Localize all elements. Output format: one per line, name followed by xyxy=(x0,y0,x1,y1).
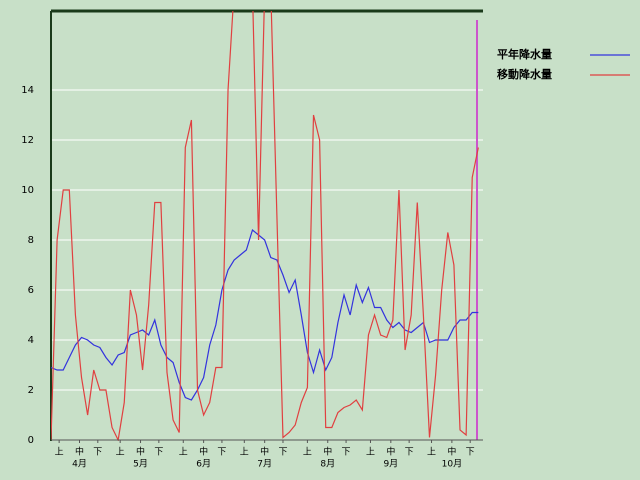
series-line xyxy=(51,228,479,401)
y-tick-label: 14 xyxy=(21,85,34,96)
series-line xyxy=(51,11,479,441)
x-tick-label: 中 xyxy=(447,446,456,458)
x-tick-label: 上 xyxy=(303,447,312,458)
x-tick-label: 下 xyxy=(405,448,414,458)
y-tick-label: 6 xyxy=(28,285,34,296)
y-tick-label: 10 xyxy=(21,185,34,196)
x-tick-label: 下 xyxy=(342,448,351,458)
month-label: 6月 xyxy=(196,459,211,470)
x-tick-label: 中 xyxy=(136,446,145,458)
x-tick-label: 上 xyxy=(427,447,436,458)
x-tick-label: 下 xyxy=(154,448,163,458)
month-label: 4月 xyxy=(72,459,87,470)
month-label: 9月 xyxy=(383,459,398,470)
x-tick-label: 下 xyxy=(466,448,475,458)
y-tick-label: 12 xyxy=(21,135,34,146)
x-tick-label: 上 xyxy=(179,447,188,458)
month-label: 5月 xyxy=(133,459,148,470)
legend-label: 移動降水量 xyxy=(497,67,552,81)
x-tick-label: 中 xyxy=(323,446,332,458)
y-tick-label: 8 xyxy=(28,235,34,246)
x-tick-label: 下 xyxy=(93,448,102,458)
x-tick-label: 上 xyxy=(240,447,249,458)
y-tick-label: 0 xyxy=(28,435,34,446)
y-tick-label: 4 xyxy=(28,335,34,346)
plot-area xyxy=(51,11,479,441)
month-label: 10月 xyxy=(442,459,462,470)
x-tick-label: 中 xyxy=(260,446,269,458)
x-tick-label: 中 xyxy=(199,446,208,458)
x-tick-label: 上 xyxy=(55,447,64,458)
x-tick-label: 中 xyxy=(386,446,395,458)
x-tick-label: 下 xyxy=(278,448,287,458)
y-tick-label: 2 xyxy=(28,385,34,396)
grid xyxy=(51,89,483,391)
month-label: 8月 xyxy=(320,459,335,470)
x-tick-label: 下 xyxy=(217,448,226,458)
x-tick-label: 上 xyxy=(366,447,375,458)
x-tick-label: 上 xyxy=(116,447,125,458)
x-tick-label: 中 xyxy=(75,446,84,458)
legend-label: 平年降水量 xyxy=(497,47,552,61)
month-label: 7月 xyxy=(257,459,272,470)
